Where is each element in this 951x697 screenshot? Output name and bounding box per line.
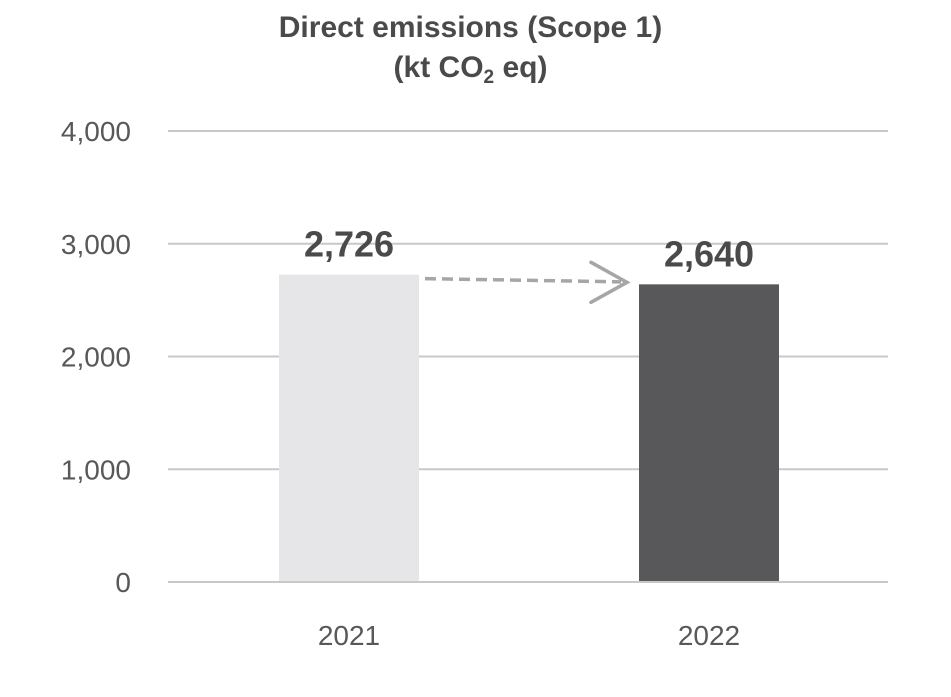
chart-title-unit-prefix: (kt CO <box>393 51 484 84</box>
trend-arrow-head <box>589 260 631 305</box>
chart-title-unit-suffix: eq) <box>494 51 548 84</box>
chart-title: Direct emissions (Scope 1) (kt CO2 eq) <box>0 8 941 88</box>
y-axis-tick-labels: 0 1,000 2,000 3,000 4,000 <box>61 116 131 598</box>
bars <box>279 274 779 582</box>
data-labels: 2,726 2,640 <box>168 224 888 583</box>
chart-title-line-1: Direct emissions (Scope 1) <box>278 11 663 44</box>
data-label-2021: 2,726 <box>304 224 394 265</box>
bar-2022 <box>639 284 779 582</box>
data-label-2022: 2,640 <box>664 233 754 274</box>
y-tick-label: 1,000 <box>61 454 131 485</box>
x-tick-label: 2021 <box>318 620 380 651</box>
chart-title-line-2: (kt CO2 eq) <box>0 48 941 88</box>
y-tick-label: 0 <box>115 567 131 598</box>
x-tick-label: 2022 <box>678 620 740 651</box>
gridlines <box>168 130 888 583</box>
chart-title-unit-subscript: 2 <box>483 67 495 88</box>
trend-arrow-shaft <box>424 276 622 284</box>
y-tick-label: 3,000 <box>61 229 131 260</box>
bar-2021 <box>279 274 419 582</box>
trend-arrow <box>424 260 631 305</box>
x-axis-tick-labels: 2021 2022 <box>318 620 740 651</box>
y-tick-label: 2,000 <box>61 342 131 373</box>
y-tick-label: 4,000 <box>61 116 131 147</box>
